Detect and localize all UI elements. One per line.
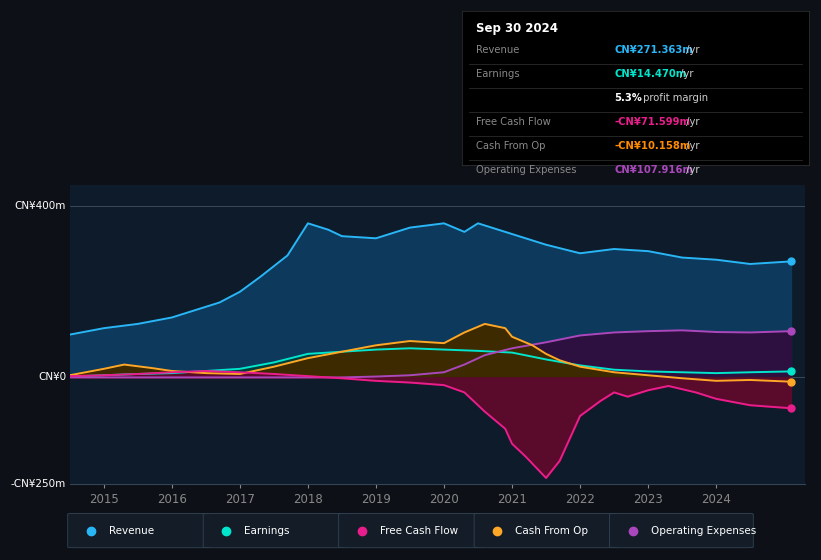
Text: -CN¥71.599m: -CN¥71.599m (615, 117, 690, 127)
Text: /yr: /yr (683, 141, 699, 151)
Text: CN¥107.916m: CN¥107.916m (615, 165, 694, 175)
Text: Earnings: Earnings (476, 69, 520, 79)
Text: Operating Expenses: Operating Expenses (476, 165, 576, 175)
Text: CN¥0: CN¥0 (38, 372, 67, 382)
Text: 5.3%: 5.3% (615, 93, 643, 103)
Text: /yr: /yr (683, 165, 699, 175)
Text: /yr: /yr (677, 69, 694, 79)
Text: Cash From Op: Cash From Op (516, 526, 588, 535)
Text: Earnings: Earnings (245, 526, 290, 535)
Text: -CN¥250m: -CN¥250m (11, 479, 67, 489)
Text: CN¥14.470m: CN¥14.470m (615, 69, 687, 79)
Text: /yr: /yr (683, 117, 699, 127)
FancyBboxPatch shape (67, 514, 212, 548)
Text: -CN¥10.158m: -CN¥10.158m (615, 141, 691, 151)
Text: CN¥271.363m: CN¥271.363m (615, 45, 694, 55)
Text: /yr: /yr (683, 45, 699, 55)
FancyBboxPatch shape (338, 514, 482, 548)
Text: Revenue: Revenue (476, 45, 520, 55)
Text: Free Cash Flow: Free Cash Flow (476, 117, 551, 127)
Text: Operating Expenses: Operating Expenses (650, 526, 756, 535)
FancyBboxPatch shape (203, 514, 346, 548)
Text: Sep 30 2024: Sep 30 2024 (476, 22, 558, 35)
Text: Cash From Op: Cash From Op (476, 141, 545, 151)
Text: profit margin: profit margin (640, 93, 708, 103)
Text: Revenue: Revenue (108, 526, 154, 535)
Text: Free Cash Flow: Free Cash Flow (380, 526, 458, 535)
FancyBboxPatch shape (609, 514, 754, 548)
Text: CN¥400m: CN¥400m (15, 201, 67, 211)
FancyBboxPatch shape (475, 514, 617, 548)
